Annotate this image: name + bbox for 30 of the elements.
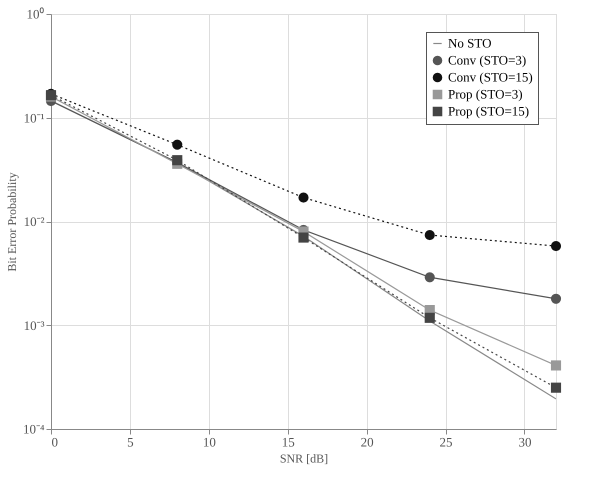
legend-label: Prop (STO=15) [448,104,530,118]
y-axis-title: Bit Error Probability [4,172,19,272]
point [550,360,562,370]
x-tick-label: 10 [202,434,216,450]
x-tick-label: 30 [518,434,532,450]
legend-label: Conv (STO=3) [448,52,526,68]
legend-label: Prop (STO=3) [448,86,523,102]
point [424,312,435,323]
point [298,192,309,203]
y-tick-label: 10⁻³ [24,318,45,333]
point [172,140,182,150]
x-tick-label: 20 [360,434,374,450]
point [550,240,562,252]
y-tick-label: 10⁻² [24,214,45,229]
point [550,382,562,393]
x-tick-label: 25 [440,434,453,450]
y-tick-label: 10⁻⁴ [22,422,45,436]
x-tick-label: 15 [282,434,295,450]
point [424,272,435,282]
point [550,294,562,304]
point [172,155,182,166]
x-tick-label: 5 [127,434,134,450]
y-tick-label: 10⁰ [26,6,44,22]
x-tick-label: 0 [52,434,58,450]
point [298,232,309,243]
point [424,230,435,240]
legend-label: Conv (STO=15) [448,70,533,84]
legend-label: No STO [448,36,492,50]
x-axis-title: SNR [dB] [280,452,328,466]
y-tick-label: 10⁻¹ [24,110,45,126]
